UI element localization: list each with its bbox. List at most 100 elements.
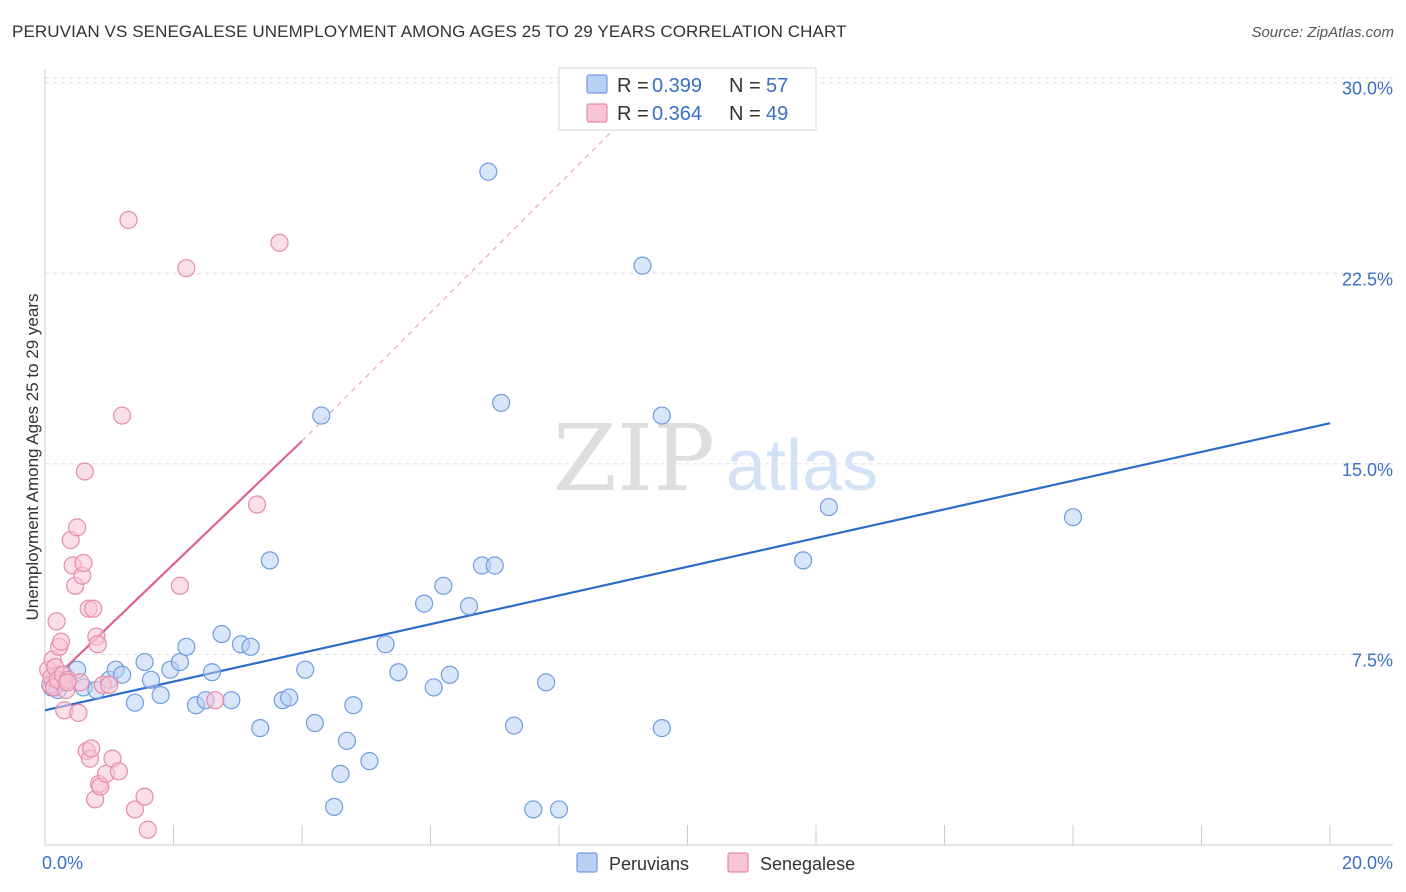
senegalese-point-44 — [177, 259, 196, 278]
senegalese-point-41 — [135, 787, 154, 806]
legend-n-value-peruvians: 57 — [766, 75, 788, 97]
senegalese-point-9 — [51, 632, 71, 651]
legend-r-value-peruvians: 0.399 — [652, 75, 702, 97]
peruvians-point-38 — [376, 635, 395, 654]
peruvians-point-14 — [141, 670, 161, 689]
peruvians-point-40 — [414, 594, 434, 613]
y-tick-label-2: 22.5% — [1342, 269, 1393, 289]
trend-lines — [44, 87, 1331, 712]
peruvians-point-37 — [360, 752, 379, 771]
peruvians-point-49 — [504, 716, 524, 735]
senegalese-point-38 — [112, 406, 132, 425]
senegalese-point-46 — [247, 495, 267, 514]
senegalese-point-18 — [69, 703, 88, 722]
peruvians-point-44 — [459, 597, 479, 616]
bottom-legend: Peruvians Senegalese — [576, 852, 855, 874]
senegalese-trend-extension — [301, 87, 656, 442]
legend-n-label-1: N = — [729, 103, 761, 125]
senegalese-point-22 — [75, 462, 94, 481]
peruvians-point-58 — [1063, 508, 1083, 527]
senegalese-point-45 — [206, 691, 225, 710]
bottom-legend-swatch-peruvians — [576, 852, 598, 873]
peruvians-point-57 — [819, 497, 838, 517]
peruvians-point-41 — [424, 678, 443, 697]
y-axis-label: Unemployment Among Ages 25 to 29 years — [23, 294, 42, 621]
y-tick-label-0: 7.5% — [1352, 650, 1393, 670]
senegalese-point-37 — [109, 762, 128, 781]
peruvians-point-53 — [633, 256, 652, 275]
peruvians-point-48 — [492, 393, 511, 412]
peruvians-point-52 — [549, 800, 569, 819]
senegalese-point-30 — [88, 635, 107, 654]
senegalese-point-42 — [138, 820, 157, 839]
grid — [45, 77, 1393, 655]
senegalese-trend-line — [44, 440, 303, 689]
x-tick-label-1: 20.0% — [1342, 853, 1393, 873]
peruvians-point-25 — [241, 637, 260, 656]
peruvians-point-47 — [485, 556, 504, 575]
bottom-legend-label-peruvians: Peruvians — [609, 854, 689, 874]
peruvians-point-27 — [260, 551, 279, 570]
scatter-points — [39, 162, 1083, 839]
legend-swatch-senegalese — [586, 103, 608, 123]
peruvians-point-21 — [202, 663, 222, 682]
y-tick-labels: 7.5% 15.0% 22.5% 30.0% — [1342, 79, 1393, 671]
peruvians-point-31 — [305, 713, 324, 733]
legend-box: R = 0.399 N = 57 R = 0.364 N = 49 — [558, 67, 817, 131]
peruvians-point-29 — [280, 688, 299, 707]
senegalese-point-39 — [119, 210, 138, 230]
peruvians-point-11 — [112, 665, 132, 684]
peruvians-point-30 — [296, 660, 315, 679]
legend-r-label-1: R = — [617, 103, 649, 125]
peruvians-point-42 — [434, 576, 453, 595]
legend-swatch-peruvians — [586, 74, 608, 94]
senegalese-point-27 — [84, 599, 103, 618]
peruvians-point-39 — [389, 663, 408, 682]
y-tick-label-1: 15.0% — [1342, 460, 1393, 480]
peruvians-point-56 — [794, 551, 813, 570]
source-label: Source: ZipAtlas.com — [1251, 24, 1394, 41]
senegalese-point-43 — [170, 576, 190, 595]
bottom-legend-swatch-senegalese — [727, 852, 749, 873]
peruvians-trend-line — [44, 422, 1331, 712]
peruvians-point-35 — [337, 731, 357, 750]
peruvians-point-46 — [479, 162, 498, 181]
senegalese-point-35 — [100, 675, 119, 695]
peruvians-point-17 — [170, 652, 190, 672]
peruvians-point-50 — [524, 800, 543, 819]
watermark-atlas: atlas — [726, 426, 878, 506]
legend-r-value-senegalese: 0.364 — [652, 103, 702, 125]
peruvians-point-15 — [151, 685, 170, 705]
senegalese-point-40 — [125, 800, 145, 819]
peruvians-point-51 — [537, 673, 556, 692]
peruvians-point-26 — [251, 719, 270, 738]
peruvians-point-18 — [177, 637, 196, 656]
y-tick-label-3: 30.0% — [1342, 79, 1393, 99]
peruvians-point-55 — [652, 406, 671, 425]
peruvians-point-23 — [222, 691, 241, 710]
peruvians-point-22 — [212, 624, 231, 644]
peruvians-point-36 — [344, 696, 363, 715]
legend-n-value-senegalese: 49 — [766, 103, 788, 125]
axes — [44, 70, 1393, 846]
senegalese-point-6 — [47, 612, 66, 631]
chart-title: PERUVIAN VS SENEGALESE UNEMPLOYMENT AMON… — [12, 22, 847, 41]
watermark: ZIP atlas — [553, 405, 878, 512]
peruvians-point-33 — [325, 797, 344, 816]
legend-n-label-0: N = — [729, 75, 761, 97]
peruvians-point-34 — [331, 764, 350, 783]
bottom-legend-label-senegalese: Senegalese — [760, 854, 855, 874]
peruvians-point-32 — [312, 406, 331, 425]
senegalese-point-17 — [68, 518, 87, 537]
x-tick-labels: 0.0% 20.0% — [42, 853, 1393, 873]
senegalese-point-21 — [74, 553, 93, 573]
peruvians-point-13 — [135, 652, 154, 672]
senegalese-point-26 — [82, 739, 101, 758]
watermark-zip: ZIP — [553, 405, 715, 512]
peruvians-point-43 — [440, 665, 459, 684]
senegalese-point-47 — [270, 233, 289, 252]
x-tick-label-0: 0.0% — [42, 853, 83, 873]
peruvians-point-54 — [652, 719, 671, 738]
peruvians-point-12 — [125, 693, 145, 712]
